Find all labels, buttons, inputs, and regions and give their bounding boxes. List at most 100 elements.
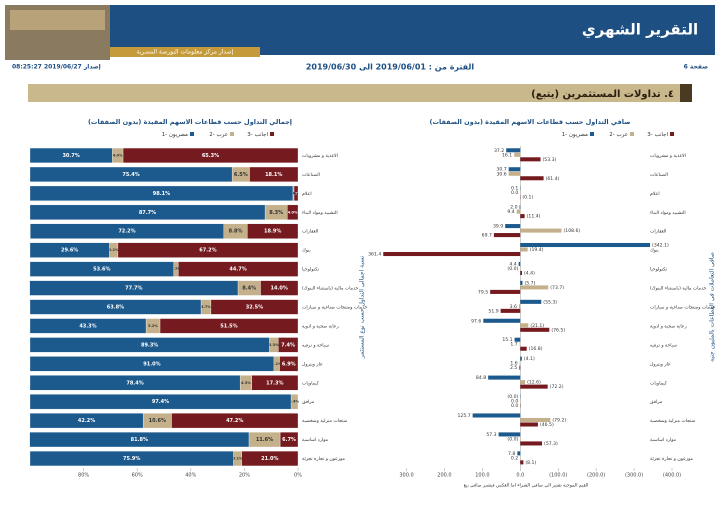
bar bbox=[520, 385, 547, 389]
data-label: 1.7 bbox=[510, 342, 517, 348]
bar bbox=[520, 460, 523, 464]
report-title: التقرير الشهري bbox=[582, 21, 698, 40]
bar bbox=[520, 214, 524, 218]
bar bbox=[499, 432, 521, 436]
data-label: 65.3% bbox=[202, 153, 219, 159]
data-label: 3.1% bbox=[233, 457, 243, 461]
data-label: 16.1 bbox=[502, 152, 512, 158]
data-label: 5.2% bbox=[148, 324, 158, 328]
data-label: 21.0% bbox=[261, 456, 278, 462]
legend-label: 3- اجانب bbox=[647, 132, 668, 138]
category-label: العقارات bbox=[302, 230, 318, 235]
category-label: الصناعات bbox=[302, 173, 320, 178]
bar bbox=[501, 309, 521, 313]
bar bbox=[520, 347, 526, 351]
data-label: 10.6% bbox=[149, 418, 166, 424]
category-label: العقارات bbox=[650, 230, 666, 235]
category-label: الاغذية و مشروبات bbox=[302, 154, 338, 159]
page-number: صفحة 6 bbox=[684, 64, 709, 71]
category-label: بنوك bbox=[302, 249, 311, 254]
data-label: 91.0% bbox=[143, 361, 160, 367]
bar bbox=[520, 323, 528, 327]
data-label: 6.7% bbox=[282, 437, 296, 443]
publisher: إصدار مركز معلومات البورصة المصرية bbox=[137, 49, 234, 56]
data-label: (57.3) bbox=[544, 441, 558, 447]
category-label: بنوك bbox=[650, 249, 659, 254]
bar bbox=[520, 247, 527, 251]
data-label: 8.3% bbox=[269, 210, 283, 216]
legend-swatch bbox=[630, 132, 634, 136]
x-tick-label: 0% bbox=[294, 473, 302, 479]
bar bbox=[520, 205, 521, 209]
data-label: (19.4) bbox=[530, 247, 544, 253]
bar bbox=[520, 300, 541, 304]
category-label: خدمات ومنتجات صناعية و سيارات bbox=[302, 306, 368, 311]
bar bbox=[383, 252, 520, 256]
data-label: 0.0 bbox=[511, 403, 518, 409]
category-label: الصناعات bbox=[650, 173, 668, 178]
category-label: كيماويات bbox=[302, 380, 320, 386]
data-label: (53.3) bbox=[543, 157, 557, 163]
data-label: 3.3% bbox=[269, 343, 279, 347]
data-label: (76.5) bbox=[551, 327, 565, 333]
bar bbox=[509, 167, 521, 171]
data-label: 17.3% bbox=[266, 380, 283, 386]
data-label: (0.0) bbox=[507, 266, 518, 272]
data-label: (8.1) bbox=[525, 460, 536, 466]
data-label: 4.0% bbox=[113, 153, 123, 157]
x-tick-label: 200.0 bbox=[437, 473, 451, 479]
data-label: 97.4% bbox=[152, 399, 169, 405]
bar bbox=[520, 380, 525, 384]
category-label: غاز وبترول bbox=[302, 362, 323, 367]
category-label: التشييد ومواد البناء bbox=[650, 211, 686, 216]
bar bbox=[515, 338, 521, 342]
bar bbox=[517, 451, 520, 455]
data-label: 42.2% bbox=[78, 418, 95, 424]
legend-label: 2- عرب bbox=[609, 132, 628, 138]
legend-label: 1- مصريون bbox=[562, 132, 588, 138]
legend-swatch bbox=[590, 132, 594, 136]
category-label: التشييد ومواد البناء bbox=[302, 211, 338, 216]
legend-label: 3- اجانب bbox=[247, 132, 268, 138]
bar bbox=[473, 413, 521, 417]
category-label: خدمات مالية (باستثناء البنوك) bbox=[650, 286, 707, 292]
category-label: اعلام bbox=[650, 192, 660, 197]
legend-swatch bbox=[670, 132, 674, 136]
section-marker bbox=[680, 84, 692, 102]
category-label: غاز وبترول bbox=[650, 362, 671, 367]
data-label: (4.1) bbox=[524, 356, 535, 362]
data-label: 30.7% bbox=[62, 153, 79, 159]
bar bbox=[520, 281, 522, 285]
data-label: 63.8% bbox=[107, 305, 124, 311]
data-label: 8.8% bbox=[229, 229, 243, 235]
x-tick-label: 20% bbox=[239, 473, 250, 479]
data-label: (4.4) bbox=[524, 270, 535, 276]
data-label: 67.2% bbox=[199, 248, 216, 254]
x-tick-label: 40% bbox=[185, 473, 196, 479]
data-label: (342.1) bbox=[652, 243, 669, 249]
data-label: 11.6% bbox=[256, 437, 273, 443]
data-label: (73.7) bbox=[550, 285, 564, 291]
category-label: منتجات منزلية وشخصية bbox=[650, 419, 696, 424]
data-label: 9.4 bbox=[507, 209, 514, 215]
x-tick-label: 300.0 bbox=[399, 473, 413, 479]
data-label: (72.2) bbox=[550, 384, 564, 390]
data-label: 3.7% bbox=[201, 305, 211, 309]
bar bbox=[483, 319, 520, 323]
data-label: 78.4% bbox=[126, 380, 143, 386]
category-label: اعلام bbox=[302, 192, 312, 197]
data-label: 3.2% bbox=[109, 248, 119, 252]
data-label: 4.0% bbox=[288, 210, 298, 214]
data-label: 32.5% bbox=[246, 305, 263, 311]
bar bbox=[520, 243, 650, 247]
x-tick-label: 0.0 bbox=[516, 473, 524, 479]
bar bbox=[520, 229, 561, 233]
data-label: (0.0) bbox=[507, 436, 518, 442]
chart-title: صافي التداول حسب قطاعات الاسهم المقيدة (… bbox=[430, 118, 631, 126]
footnote: القيم الموجبة تشير الي صافي الشراء اما ا… bbox=[464, 483, 589, 489]
bar bbox=[520, 176, 543, 180]
issued: إصدار 2019/06/27 08:25:27 bbox=[12, 64, 101, 71]
data-label: 39.9 bbox=[493, 224, 503, 230]
data-label: 51.9 bbox=[488, 308, 498, 314]
